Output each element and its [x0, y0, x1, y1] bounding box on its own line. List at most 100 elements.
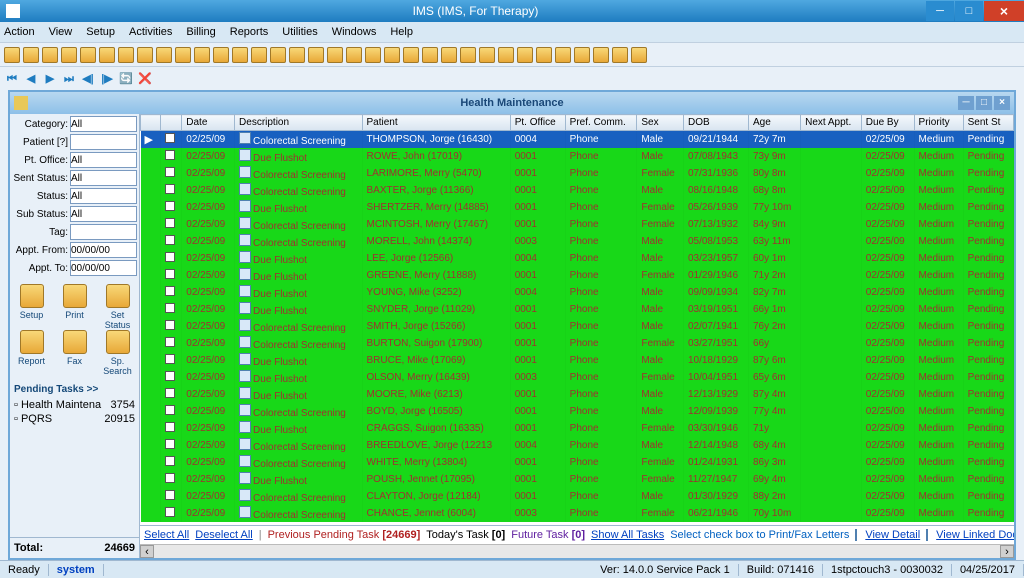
setup-button[interactable]: Setup — [12, 284, 52, 330]
table-row[interactable]: 02/25/09Colorectal ScreeningCLAYTON, Jor… — [141, 488, 1014, 505]
grid-scroll[interactable]: DateDescriptionPatientPt. OfficePref. Co… — [140, 114, 1014, 525]
filter-input-sentstat[interactable] — [70, 170, 137, 186]
toolbar-icon[interactable] — [80, 47, 96, 63]
menu-help[interactable]: Help — [390, 26, 413, 38]
nav-arrow[interactable]: 🔄 — [118, 71, 134, 87]
nav-arrow[interactable]: ❌ — [137, 71, 153, 87]
row-checkbox[interactable] — [165, 303, 175, 313]
toolbar-icon[interactable] — [308, 47, 324, 63]
row-checkbox[interactable] — [165, 167, 175, 177]
row-checkbox[interactable] — [165, 184, 175, 194]
toolbar-icon[interactable] — [593, 47, 609, 63]
menu-setup[interactable]: Setup — [86, 26, 115, 38]
row-checkbox[interactable] — [165, 133, 175, 143]
fax-button[interactable]: Fax — [55, 330, 95, 376]
toolbar-icon[interactable] — [118, 47, 134, 63]
toolbar-icon[interactable] — [194, 47, 210, 63]
row-checkbox[interactable] — [165, 269, 175, 279]
row-checkbox[interactable] — [165, 286, 175, 296]
table-row[interactable]: 02/25/09Colorectal ScreeningBOYD, Jorge … — [141, 403, 1014, 420]
table-row[interactable]: 02/25/09Colorectal ScreeningCHANCE, Jenn… — [141, 505, 1014, 522]
toolbar-icon[interactable] — [232, 47, 248, 63]
toolbar-icon[interactable] — [612, 47, 628, 63]
table-row[interactable]: 02/25/09Due FlushotBRUCE, Mike (17069)00… — [141, 352, 1014, 369]
table-row[interactable]: ▶02/25/09Colorectal ScreeningTHOMPSON, J… — [141, 131, 1014, 149]
table-row[interactable]: 02/25/09Due FlushotSHERTZER, Merry (1488… — [141, 199, 1014, 216]
select-all-link[interactable]: Select All — [144, 529, 189, 541]
row-checkbox[interactable] — [165, 150, 175, 160]
column-header[interactable]: Priority — [914, 115, 963, 131]
prev-pending-label[interactable]: Previous Pending Task — [268, 529, 380, 541]
menu-activities[interactable]: Activities — [129, 26, 172, 38]
toolbar-icon[interactable] — [289, 47, 305, 63]
maximize-button[interactable]: □ — [955, 1, 983, 21]
toolbar-icon[interactable] — [4, 47, 20, 63]
table-row[interactable]: 02/25/09Due FlushotROWE, John (17019)000… — [141, 148, 1014, 165]
table-row[interactable]: 02/25/09Due FlushotGREENE, Merry (11888)… — [141, 267, 1014, 284]
toolbar-icon[interactable] — [365, 47, 381, 63]
nav-arrow[interactable]: ⏮ — [4, 71, 20, 87]
table-row[interactable]: 02/25/09Colorectal ScreeningLARIMORE, Me… — [141, 165, 1014, 182]
filter-input-status[interactable] — [70, 188, 137, 204]
table-row[interactable]: 02/25/09Colorectal ScreeningWHITE, Merry… — [141, 454, 1014, 471]
nav-arrow[interactable]: ◀ — [23, 71, 39, 87]
table-row[interactable]: 02/25/09Due FlushotCRAGGS, Suigon (16335… — [141, 420, 1014, 437]
toolbar-icon[interactable] — [23, 47, 39, 63]
table-row[interactable]: 02/25/09Due FlushotLEE, Jorge (12566)000… — [141, 250, 1014, 267]
toolbar-icon[interactable] — [441, 47, 457, 63]
table-row[interactable]: 02/25/09Due FlushotSNYDER, Jorge (11029)… — [141, 301, 1014, 318]
row-checkbox[interactable] — [165, 439, 175, 449]
toolbar-icon[interactable] — [251, 47, 267, 63]
toolbar-icon[interactable] — [631, 47, 647, 63]
menu-utilities[interactable]: Utilities — [282, 26, 317, 38]
minimize-button[interactable]: ─ — [926, 1, 954, 21]
linked-doc-link[interactable]: View Linked Document — [936, 529, 1014, 541]
panel-minimize-button[interactable]: ─ — [958, 96, 974, 110]
nav-arrow[interactable]: ⏭ — [61, 71, 77, 87]
table-row[interactable]: 02/25/09Colorectal ScreeningMORELL, John… — [141, 233, 1014, 250]
toolbar-icon[interactable] — [517, 47, 533, 63]
pending-row[interactable]: ▫ Health Maintena3754 — [14, 399, 135, 411]
row-checkbox[interactable] — [165, 235, 175, 245]
table-row[interactable]: 02/25/09Due FlushotMOORE, Mike (6213)000… — [141, 386, 1014, 403]
column-header[interactable] — [141, 115, 161, 131]
panel-close-button[interactable]: × — [994, 96, 1010, 110]
pending-row[interactable]: ▫ PQRS20915 — [14, 413, 135, 425]
toolbar-icon[interactable] — [422, 47, 438, 63]
toolbar-icon[interactable] — [137, 47, 153, 63]
table-row[interactable]: 02/25/09Due FlushotYOUNG, Mike (3252)000… — [141, 284, 1014, 301]
row-checkbox[interactable] — [165, 422, 175, 432]
todays-task-label[interactable]: Today's Task — [426, 529, 488, 541]
nav-arrow[interactable]: ▶ — [42, 71, 58, 87]
toolbar-icon[interactable] — [536, 47, 552, 63]
report-button[interactable]: Report — [12, 330, 52, 376]
filter-input-apptto[interactable] — [70, 260, 137, 276]
filter-input-office[interactable] — [70, 152, 137, 168]
row-checkbox[interactable] — [165, 354, 175, 364]
column-header[interactable]: Age — [748, 115, 800, 131]
toolbar-icon[interactable] — [403, 47, 419, 63]
row-checkbox[interactable] — [165, 507, 175, 517]
toolbar-icon[interactable] — [346, 47, 362, 63]
toolbar-icon[interactable] — [384, 47, 400, 63]
toolbar-icon[interactable] — [175, 47, 191, 63]
row-checkbox[interactable] — [165, 456, 175, 466]
scroll-left-arrow[interactable]: ‹ — [140, 545, 154, 558]
nav-arrow[interactable]: ◀| — [80, 71, 96, 87]
row-checkbox[interactable] — [165, 490, 175, 500]
table-row[interactable]: 02/25/09Colorectal ScreeningMCINTOSH, Me… — [141, 216, 1014, 233]
setstatus-button[interactable]: Set Status — [98, 284, 138, 330]
menu-view[interactable]: View — [49, 26, 73, 38]
menu-billing[interactable]: Billing — [186, 26, 215, 38]
toolbar-icon[interactable] — [460, 47, 476, 63]
row-checkbox[interactable] — [165, 388, 175, 398]
toolbar-icon[interactable] — [99, 47, 115, 63]
toolbar-icon[interactable] — [574, 47, 590, 63]
filter-input-substat[interactable] — [70, 206, 137, 222]
show-all-tasks-link[interactable]: Show All Tasks — [591, 529, 664, 541]
print-button[interactable]: Print — [55, 284, 95, 330]
toolbar-icon[interactable] — [498, 47, 514, 63]
column-header[interactable]: Date — [182, 115, 235, 131]
row-checkbox[interactable] — [165, 337, 175, 347]
row-checkbox[interactable] — [165, 473, 175, 483]
